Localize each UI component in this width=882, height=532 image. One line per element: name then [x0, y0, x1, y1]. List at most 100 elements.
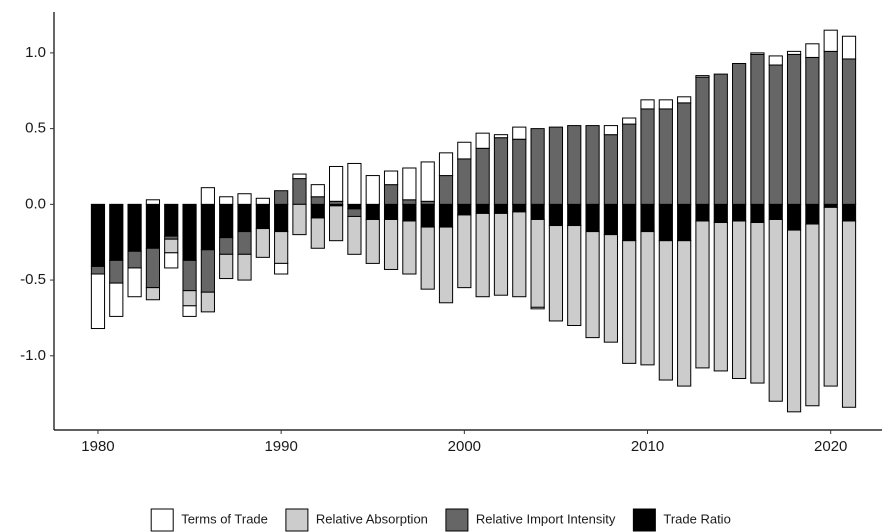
legend-label: Relative Import Intensity	[476, 511, 616, 526]
bar-segment	[768, 218, 783, 402]
bar-segment	[805, 223, 820, 407]
bar-segment	[383, 184, 399, 205]
bar-segment	[237, 193, 252, 205]
bar-segment	[420, 203, 435, 228]
bar-segment	[567, 125, 582, 205]
bar-segment	[677, 203, 692, 242]
legend-key	[632, 508, 656, 532]
bar-segment	[475, 203, 490, 214]
bar-segment	[329, 165, 344, 202]
y-tick-label: 0.0	[25, 195, 46, 212]
bar-segment	[475, 147, 490, 205]
bar-segment	[786, 50, 802, 55]
bar-segment	[347, 215, 362, 255]
bar-segment	[640, 108, 655, 205]
bar-segment	[841, 220, 857, 408]
bar-segment	[365, 218, 380, 264]
bar-segment	[438, 226, 454, 304]
bar-segment	[750, 222, 765, 384]
bar-segment	[420, 226, 435, 290]
bar-segment	[274, 203, 289, 233]
bar-segment	[677, 240, 692, 387]
bar-segment	[695, 203, 710, 222]
bar-segment	[493, 137, 509, 205]
bar-segment	[255, 228, 270, 258]
bar-segment	[713, 203, 728, 224]
bar-segment	[182, 259, 197, 292]
bar-segment	[402, 199, 417, 205]
bar-segment	[677, 102, 692, 205]
bar-segment	[786, 53, 802, 205]
bar-segment	[658, 240, 673, 381]
bar-segment	[841, 58, 857, 205]
bar-segment	[90, 203, 106, 267]
bar-segment	[750, 52, 765, 55]
bar-segment	[219, 253, 234, 280]
bar-segment	[640, 231, 655, 366]
bar-segment	[585, 203, 600, 233]
bar-segment	[145, 287, 161, 301]
bar-segment	[512, 203, 527, 213]
bar-segment	[164, 252, 179, 269]
bar-segment	[200, 291, 215, 313]
bar-segment	[237, 253, 252, 281]
bar-segment	[805, 43, 820, 58]
bar-segment	[658, 99, 673, 110]
bar-segment	[274, 231, 289, 264]
bar-segment	[292, 178, 307, 205]
bar-segment	[274, 190, 289, 205]
bar-segment	[768, 203, 783, 220]
bar-segment	[310, 203, 325, 219]
bar-segment	[402, 203, 417, 222]
bar-segment	[640, 99, 655, 110]
bar-segment	[127, 203, 142, 252]
bar-segment	[658, 203, 673, 242]
bar-segment	[438, 175, 454, 205]
bar-segment	[768, 64, 783, 205]
x-tick-label: 1990	[264, 438, 297, 455]
bar-segment	[438, 152, 454, 177]
bar-segment	[145, 199, 161, 205]
x-tick-label: 2000	[448, 438, 481, 455]
bar-segment	[109, 282, 124, 317]
bar-segment	[457, 203, 472, 216]
bar-segment	[732, 62, 747, 205]
bar-segment	[475, 132, 490, 149]
y-tick-label: -1.0	[20, 347, 46, 364]
bar-segment	[750, 203, 765, 224]
bar-segment	[127, 250, 142, 269]
bar-segment	[310, 217, 325, 249]
bar-segment	[805, 203, 820, 225]
bar-segment	[622, 117, 637, 125]
legend-label: Terms of Trade	[181, 511, 268, 526]
bar-segment	[823, 29, 838, 52]
bar-segment	[548, 203, 564, 227]
bar-segment	[567, 225, 582, 326]
bar-segment	[493, 212, 509, 296]
bar-segment	[127, 267, 142, 298]
bar-segment	[255, 197, 270, 205]
bar-segment	[695, 75, 710, 78]
bar-segment	[292, 173, 307, 180]
bar-segment	[274, 262, 289, 275]
bar-segment	[841, 35, 857, 60]
bar-segment	[622, 203, 637, 242]
bar-segment	[603, 125, 618, 136]
bar-segment	[677, 96, 692, 104]
bar-segment	[219, 196, 234, 205]
bar-segment	[200, 203, 215, 251]
bar-segment	[732, 203, 747, 222]
bar-segment	[457, 158, 472, 205]
bar-segment	[164, 238, 179, 254]
bar-segment	[457, 214, 472, 289]
bar-segment	[420, 161, 435, 202]
bar-segment	[530, 218, 545, 308]
bar-segment	[585, 231, 600, 339]
bar-segment	[732, 220, 747, 380]
bar-segment	[713, 73, 728, 205]
bar-segment	[237, 231, 252, 255]
bar-segment	[383, 170, 399, 186]
bar-segment	[329, 205, 344, 242]
bar-segment	[786, 203, 802, 231]
